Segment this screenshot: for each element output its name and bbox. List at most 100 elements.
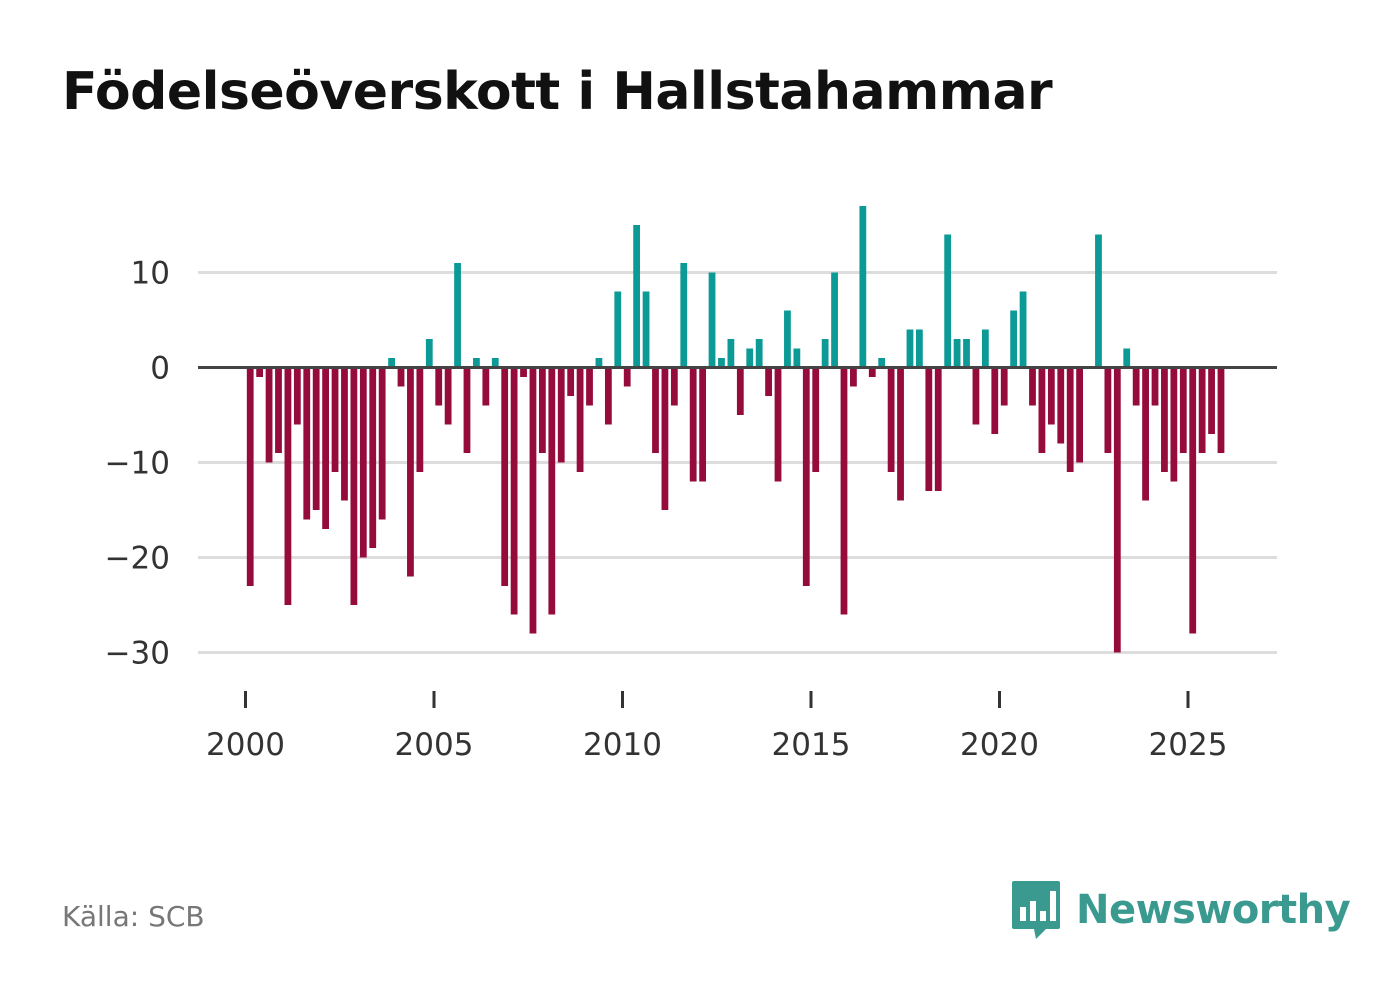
bar bbox=[963, 339, 970, 368]
bar bbox=[1161, 367, 1168, 472]
bar bbox=[454, 263, 461, 368]
x-tick-label: 2020 bbox=[960, 727, 1039, 763]
chart-title: Födelseöverskott i Hallstahammar bbox=[62, 62, 1053, 122]
bar bbox=[746, 348, 754, 368]
bar bbox=[293, 367, 301, 425]
bar bbox=[350, 367, 358, 605]
brand-logo[interactable]: Newsworthy bbox=[1010, 878, 1351, 942]
y-tick-label: −20 bbox=[105, 541, 170, 577]
bar bbox=[1104, 367, 1112, 453]
bar bbox=[586, 367, 593, 406]
bar bbox=[529, 367, 537, 634]
bar bbox=[1123, 348, 1131, 368]
bar bbox=[1047, 367, 1055, 425]
bar bbox=[784, 310, 791, 368]
bar bbox=[1095, 234, 1102, 368]
newsworthy-logo-icon bbox=[1012, 881, 1060, 939]
bar bbox=[567, 367, 575, 396]
bar bbox=[359, 367, 367, 558]
bar bbox=[1189, 367, 1197, 634]
bar bbox=[312, 367, 320, 510]
bar bbox=[887, 367, 895, 472]
x-tick-label: 2015 bbox=[772, 727, 851, 763]
bar bbox=[491, 358, 499, 368]
bar bbox=[821, 339, 829, 368]
bar bbox=[633, 225, 641, 368]
bar bbox=[953, 339, 961, 368]
bar bbox=[1217, 367, 1225, 453]
bar bbox=[925, 367, 933, 491]
bar bbox=[614, 291, 622, 368]
bar bbox=[708, 272, 716, 368]
bar bbox=[859, 206, 867, 368]
bar bbox=[944, 234, 952, 368]
bar bbox=[1029, 367, 1036, 406]
bar bbox=[322, 367, 330, 529]
bar bbox=[435, 367, 443, 406]
bar bbox=[557, 367, 565, 463]
bar bbox=[1019, 291, 1027, 368]
bar bbox=[473, 358, 480, 368]
bar bbox=[416, 367, 424, 472]
bar bbox=[1179, 367, 1187, 453]
bar bbox=[661, 367, 669, 510]
x-tick-label: 2025 bbox=[1149, 727, 1228, 763]
bar bbox=[369, 367, 377, 548]
bar bbox=[284, 367, 292, 605]
bar bbox=[425, 339, 433, 368]
bar bbox=[265, 367, 273, 463]
bar bbox=[576, 367, 584, 472]
bar bbox=[538, 367, 546, 453]
bar bbox=[831, 272, 838, 368]
bar bbox=[774, 367, 782, 482]
y-tick-label: −10 bbox=[105, 446, 170, 482]
bar bbox=[736, 367, 744, 415]
bar bbox=[520, 367, 527, 377]
bar bbox=[840, 367, 848, 615]
y-tick-label: −30 bbox=[105, 636, 170, 672]
bar bbox=[1010, 310, 1018, 368]
bar bbox=[981, 329, 989, 368]
bar bbox=[1076, 367, 1084, 463]
bar bbox=[915, 329, 923, 368]
source-note: Källa: SCB bbox=[62, 900, 205, 933]
bar bbox=[897, 367, 904, 501]
bar bbox=[275, 367, 282, 453]
bar bbox=[1132, 367, 1140, 406]
bar bbox=[972, 367, 980, 425]
x-tick-label: 2000 bbox=[206, 727, 285, 763]
x-tick-label: 2010 bbox=[583, 727, 662, 763]
bar bbox=[1198, 367, 1206, 453]
bar bbox=[341, 367, 348, 501]
bar bbox=[1208, 367, 1215, 434]
bar bbox=[793, 348, 801, 368]
bar bbox=[718, 358, 725, 368]
axes: 10 0 −10 −20 −30 2000 2005 2010 2015 2020 2025 bbox=[105, 256, 1277, 763]
bar bbox=[388, 358, 395, 368]
bar bbox=[378, 367, 386, 520]
bar bbox=[1170, 367, 1178, 482]
bar bbox=[548, 367, 556, 615]
bar bbox=[1038, 367, 1046, 453]
bar bbox=[444, 367, 452, 425]
x-tick-label: 2005 bbox=[395, 727, 474, 763]
bar bbox=[1057, 367, 1065, 444]
bar bbox=[850, 367, 857, 387]
bar bbox=[407, 367, 414, 577]
bar bbox=[303, 367, 311, 520]
bar bbox=[670, 367, 678, 406]
bar bbox=[1066, 367, 1074, 472]
bar bbox=[604, 367, 612, 425]
bar bbox=[878, 358, 886, 368]
bar bbox=[680, 263, 688, 368]
bar bbox=[331, 367, 339, 472]
bar bbox=[463, 367, 471, 453]
bar bbox=[727, 339, 735, 368]
bar bbox=[595, 358, 603, 368]
bar bbox=[623, 367, 631, 387]
bars bbox=[246, 206, 1225, 653]
bar bbox=[991, 367, 999, 434]
bar bbox=[689, 367, 697, 482]
bar bbox=[246, 367, 254, 586]
